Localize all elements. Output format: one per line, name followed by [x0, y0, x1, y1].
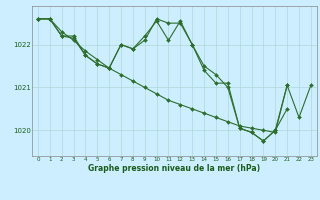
X-axis label: Graphe pression niveau de la mer (hPa): Graphe pression niveau de la mer (hPa) [88, 164, 260, 173]
